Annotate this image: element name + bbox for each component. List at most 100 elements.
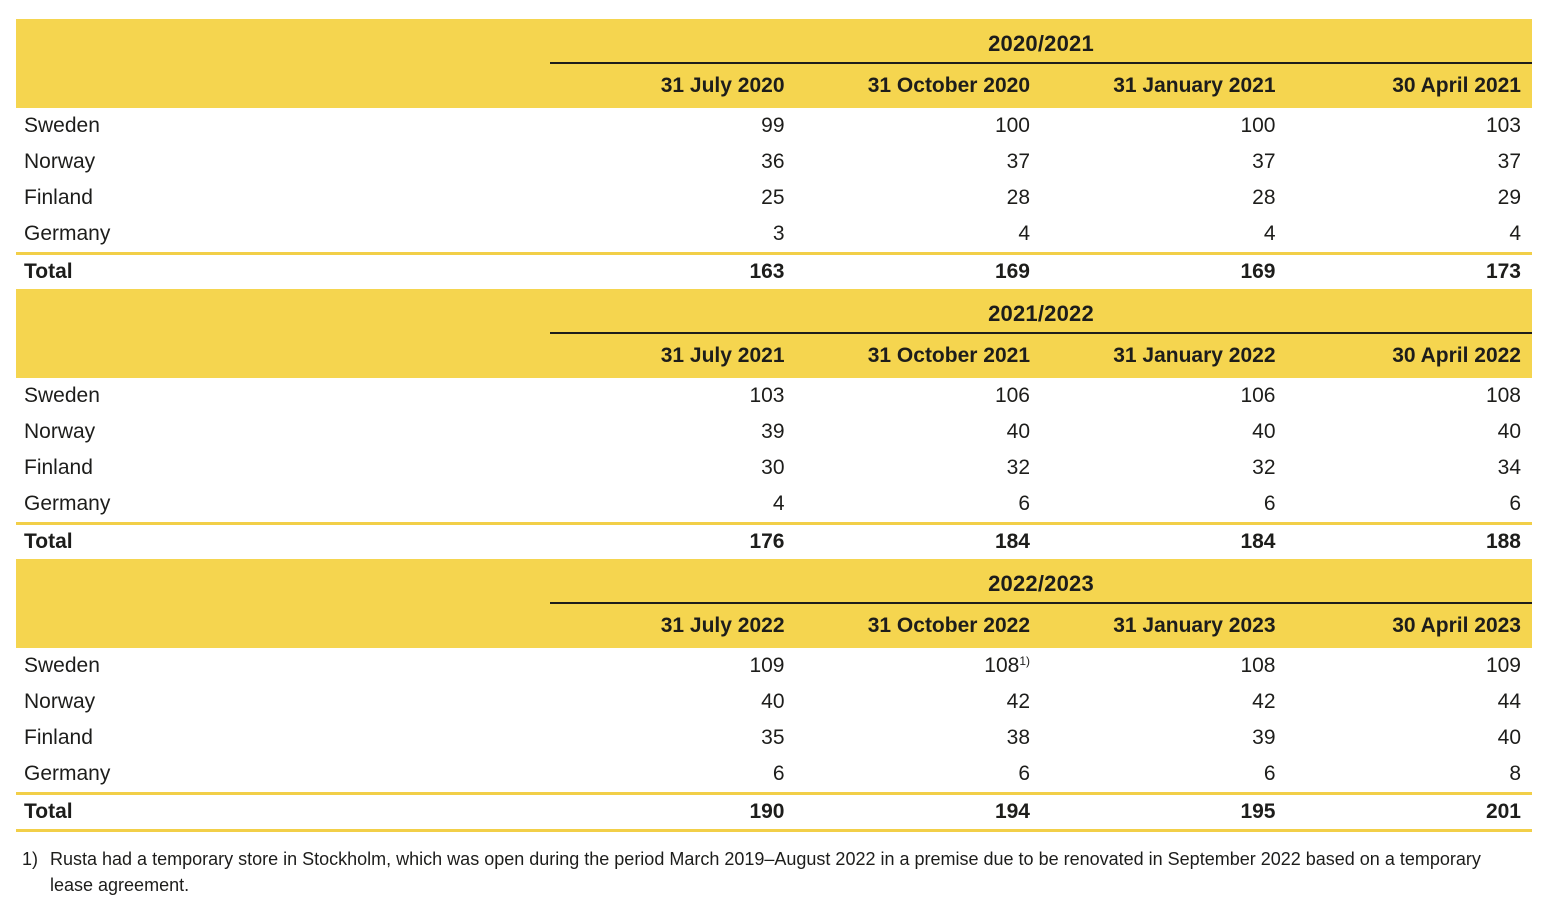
value: 36 xyxy=(761,150,785,173)
table-row: Sweden 99 100 100 103 xyxy=(16,108,1532,144)
table-row: Sweden 103 106 106 108 xyxy=(16,378,1532,414)
value: 173 xyxy=(1485,260,1521,283)
value-cell: 201 xyxy=(1287,800,1533,824)
value-cell: 188 xyxy=(1287,530,1533,554)
value: 40 xyxy=(1497,420,1521,443)
value-cell: 6 xyxy=(1041,492,1287,516)
column-header: 30 April 2023 xyxy=(1392,614,1521,637)
store-count-table: 2020/2021 31 July 2020 31 October 2020 31 J… xyxy=(16,19,1532,898)
value: 169 xyxy=(994,260,1030,283)
value: 188 xyxy=(1485,530,1521,553)
section-title-rule xyxy=(550,332,1532,334)
footnote: 1) Rusta had a temporary store in Stockh… xyxy=(22,846,1532,898)
value: 190 xyxy=(749,800,785,823)
table-row: Norway 36 37 37 37 xyxy=(16,144,1532,180)
value-cell: 169 xyxy=(1041,260,1287,284)
value-cell: 194 xyxy=(796,800,1042,824)
section-title-rule xyxy=(550,62,1532,64)
value-cell: 39 xyxy=(1041,726,1287,750)
value-cell: 176 xyxy=(550,530,796,554)
value-cell: 6 xyxy=(1287,492,1533,516)
value: 195 xyxy=(1240,800,1276,823)
value-cell: 108 xyxy=(1041,654,1287,678)
value: 109 xyxy=(749,654,785,677)
total-row: Total 163 169 169 173 xyxy=(16,255,1532,289)
value: 42 xyxy=(1252,690,1276,713)
value: 109 xyxy=(1485,654,1521,677)
column-header-row: 31 July 2022 31 October 2022 31 January 20… xyxy=(16,604,1532,648)
total-separator-rule xyxy=(16,522,1532,525)
row-label: Total xyxy=(24,260,73,283)
table-row: Norway 40 42 42 44 xyxy=(16,684,1532,720)
column-header: 30 April 2022 xyxy=(1392,344,1521,367)
value: 169 xyxy=(1240,260,1276,283)
season-section: 2021/2022 31 July 2021 31 October 2021 31 J… xyxy=(16,289,1532,559)
value-cell: 184 xyxy=(796,530,1042,554)
table-row: Norway 39 40 40 40 xyxy=(16,414,1532,450)
section-title: 2021/2022 xyxy=(988,300,1094,326)
value: 39 xyxy=(1252,726,1276,749)
column-header: 31 July 2022 xyxy=(660,614,785,637)
value: 4 xyxy=(1509,222,1521,245)
total-separator-rule xyxy=(16,792,1532,795)
value-cell: 42 xyxy=(1041,690,1287,714)
value-cell: 6 xyxy=(796,762,1042,786)
value-cell: 184 xyxy=(1041,530,1287,554)
row-label: Norway xyxy=(24,150,96,173)
value-cell: 195 xyxy=(1041,800,1287,824)
row-label: Sweden xyxy=(24,114,100,137)
value-cell: 40 xyxy=(1041,420,1287,444)
row-label: Sweden xyxy=(24,384,100,407)
value-cell: 4 xyxy=(550,492,796,516)
value: 6 xyxy=(772,762,785,785)
footnote-marker: 1) xyxy=(22,849,39,869)
value-cell: 169 xyxy=(796,260,1042,284)
value-cell: 4 xyxy=(796,222,1042,246)
value: 108 xyxy=(1485,384,1521,407)
value-cell: 29 xyxy=(1287,186,1533,210)
value: 39 xyxy=(761,420,785,443)
value-cell: 109 xyxy=(1287,654,1533,678)
value: 40 xyxy=(1006,420,1030,443)
table-row: Sweden 109 1081) 108 109 xyxy=(16,648,1532,684)
value: 38 xyxy=(1006,726,1030,749)
value: 100 xyxy=(994,114,1030,137)
row-label: Germany xyxy=(24,762,111,785)
value-cell: 40 xyxy=(550,690,796,714)
section-header-band: 2021/2022 31 July 2021 31 October 2021 31 J… xyxy=(16,289,1532,378)
value-cell: 163 xyxy=(550,260,796,284)
total-separator-rule xyxy=(16,252,1532,255)
value-cell: 32 xyxy=(1041,456,1287,480)
value-cell: 1081) xyxy=(796,654,1042,678)
value-cell: 3 xyxy=(550,222,796,246)
column-header: 31 January 2021 xyxy=(1113,74,1276,97)
value-cell: 37 xyxy=(796,150,1042,174)
value: 42 xyxy=(1006,690,1030,713)
value: 30 xyxy=(761,456,785,479)
value: 103 xyxy=(749,384,785,407)
value-cell: 100 xyxy=(1041,114,1287,138)
value: 29 xyxy=(1497,186,1521,209)
column-header-row: 31 July 2021 31 October 2021 31 January 20… xyxy=(16,334,1532,378)
total-row: Total 190 194 195 201 xyxy=(16,795,1532,829)
section-header-band: 2022/2023 31 July 2022 31 October 2022 31 J… xyxy=(16,559,1532,648)
value-cell: 106 xyxy=(1041,384,1287,408)
row-label: Germany xyxy=(24,222,111,245)
table-row: Finland 30 32 32 34 xyxy=(16,450,1532,486)
value-cell: 36 xyxy=(550,150,796,174)
value: 6 xyxy=(1263,762,1276,785)
column-header: 31 January 2023 xyxy=(1113,614,1276,637)
row-label: Norway xyxy=(24,690,96,713)
value: 25 xyxy=(761,186,785,209)
value-cell: 30 xyxy=(550,456,796,480)
table-row: Finland 25 28 28 29 xyxy=(16,180,1532,216)
value: 28 xyxy=(1006,186,1030,209)
season-section: 2020/2021 31 July 2020 31 October 2020 31 J… xyxy=(16,19,1532,289)
table-row: Germany 4 6 6 6 xyxy=(16,486,1532,522)
value-cell: 100 xyxy=(796,114,1042,138)
footnote-ref: 1) xyxy=(1019,654,1030,668)
value-cell: 4 xyxy=(1287,222,1533,246)
value: 106 xyxy=(1240,384,1276,407)
value-cell: 39 xyxy=(550,420,796,444)
value-cell: 28 xyxy=(796,186,1042,210)
